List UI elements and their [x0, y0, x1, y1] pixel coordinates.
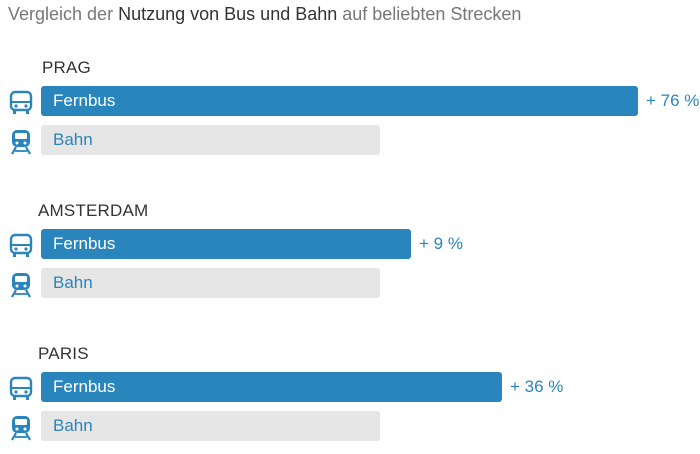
bar-bahn: Bahn: [41, 268, 380, 298]
train-icon: [11, 416, 31, 441]
bar-bahn: Bahn: [41, 125, 380, 155]
train-icon: [11, 273, 31, 298]
bar-label-fernbus: Fernbus: [53, 234, 116, 253]
city-label: PARIS: [38, 344, 89, 363]
bus-row: Fernbus + 9 %: [0, 229, 700, 261]
title-prefix: Vergleich der: [8, 4, 114, 24]
bar-fernbus: Fernbus: [41, 229, 411, 259]
route-group-prag: PRAG Fernbus + 76 % Bahn: [0, 58, 700, 168]
bar-fernbus: Fernbus: [41, 372, 502, 402]
bus-icon: [9, 90, 33, 114]
bar-bahn: Bahn: [41, 411, 380, 441]
bus-icon: [9, 376, 33, 400]
route-group-paris: PARIS Fernbus + 36 % Bahn: [0, 344, 700, 454]
bar-label-bahn: Bahn: [53, 273, 93, 292]
bar-label-fernbus: Fernbus: [53, 377, 116, 396]
city-label: PRAG: [42, 58, 91, 77]
bar-fernbus: Fernbus: [41, 86, 638, 116]
rail-row: Bahn: [0, 268, 700, 300]
bus-row: Fernbus + 36 %: [0, 372, 700, 404]
delta-label: + 36 %: [510, 377, 564, 396]
rail-row: Bahn: [0, 125, 700, 157]
title-emphasis: Nutzung von Bus und Bahn: [118, 4, 338, 24]
train-icon: [11, 130, 31, 155]
bus-row: Fernbus + 76 %: [0, 86, 700, 118]
delta-label: + 9 %: [419, 234, 463, 253]
rail-row: Bahn: [0, 411, 700, 443]
route-group-amsterdam: AMSTERDAM Fernbus + 9 % Bahn: [0, 201, 700, 311]
bar-label-bahn: Bahn: [53, 416, 93, 435]
title-suffix: auf beliebten Strecken: [342, 4, 522, 24]
delta-label: + 76 %: [646, 91, 700, 110]
bus-icon: [9, 233, 33, 257]
city-label: AMSTERDAM: [38, 201, 149, 220]
chart-title: Vergleich der Nutzung von Bus und Bahn a…: [8, 4, 521, 25]
bar-label-bahn: Bahn: [53, 130, 93, 149]
bar-label-fernbus: Fernbus: [53, 91, 116, 110]
